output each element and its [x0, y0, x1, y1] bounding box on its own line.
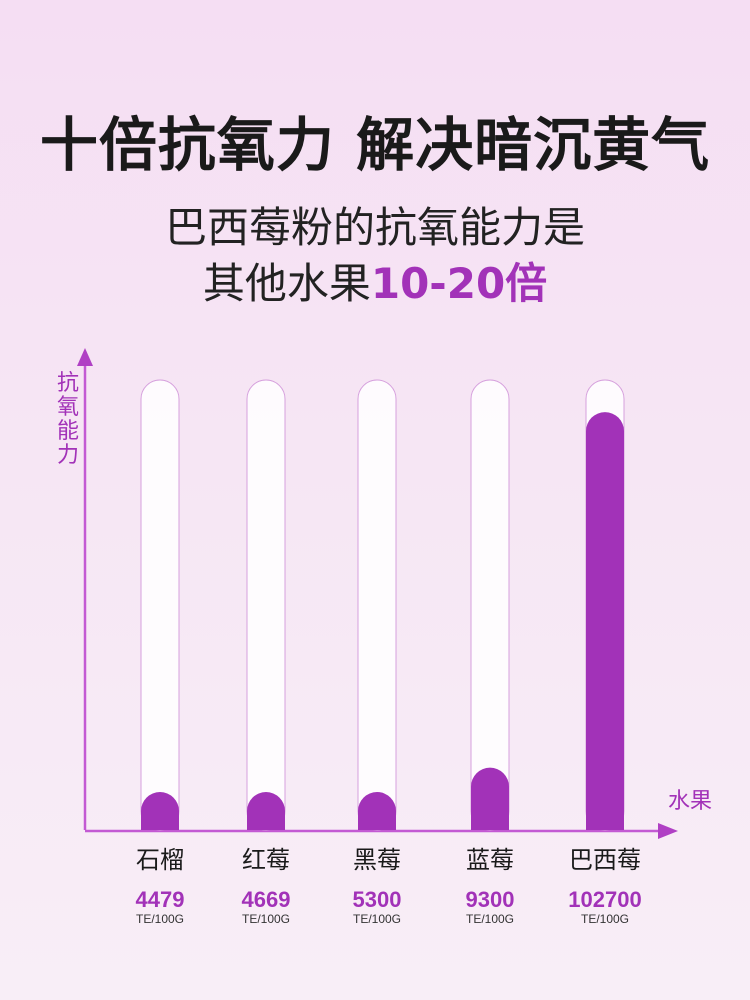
y-axis-label-char: 力	[57, 442, 79, 467]
category-label: 蓝莓	[466, 847, 514, 874]
y-axis-arrow	[77, 348, 93, 366]
unit-label: TE/100G	[466, 912, 514, 926]
value-label: 4669	[242, 887, 291, 912]
y-axis-label-char: 氧	[57, 394, 79, 419]
x-axis-arrow	[658, 823, 678, 839]
unit-label: TE/100G	[136, 912, 184, 926]
category-label: 红莓	[242, 847, 290, 874]
value-label: 4479	[136, 887, 185, 912]
bar-track	[140, 379, 180, 831]
subtitle-line-1: 巴西莓粉的抗氧能力是	[164, 203, 585, 252]
bar-chart: 抗氧能力 水果 石榴4479TE/100G红莓4669TE/100G黑莓5300…	[57, 348, 712, 926]
bar	[586, 412, 624, 830]
bar-track	[357, 379, 397, 831]
value-label: 9300	[466, 887, 515, 912]
y-axis-label-char: 抗	[57, 370, 79, 395]
unit-label: TE/100G	[242, 912, 290, 926]
subtitle-highlight: 10-20倍	[370, 259, 548, 308]
bar	[247, 792, 285, 830]
y-axis-label: 抗氧能力	[57, 370, 79, 467]
bar	[471, 767, 509, 830]
unit-label: TE/100G	[353, 912, 401, 926]
headline: 十倍抗氧力 解决暗沉黄气	[39, 111, 711, 179]
unit-label: TE/100G	[581, 912, 629, 926]
bar	[141, 792, 179, 830]
category-label: 石榴	[136, 847, 184, 874]
bar	[358, 792, 396, 830]
bar-track	[470, 379, 510, 831]
value-label: 5300	[353, 887, 402, 912]
bar-track	[246, 379, 286, 831]
category-label: 黑莓	[353, 847, 401, 874]
category-label: 巴西莓	[569, 847, 641, 874]
value-label: 102700	[568, 887, 641, 912]
subtitle-prefix: 其他水果	[202, 259, 371, 308]
subtitle-line-2: 其他水果10-20倍	[0, 258, 750, 310]
y-axis-label-char: 能	[57, 418, 79, 443]
bars-group: 石榴4479TE/100G红莓4669TE/100G黑莓5300TE/100G蓝…	[136, 379, 642, 926]
x-axis-label: 水果	[668, 788, 712, 813]
